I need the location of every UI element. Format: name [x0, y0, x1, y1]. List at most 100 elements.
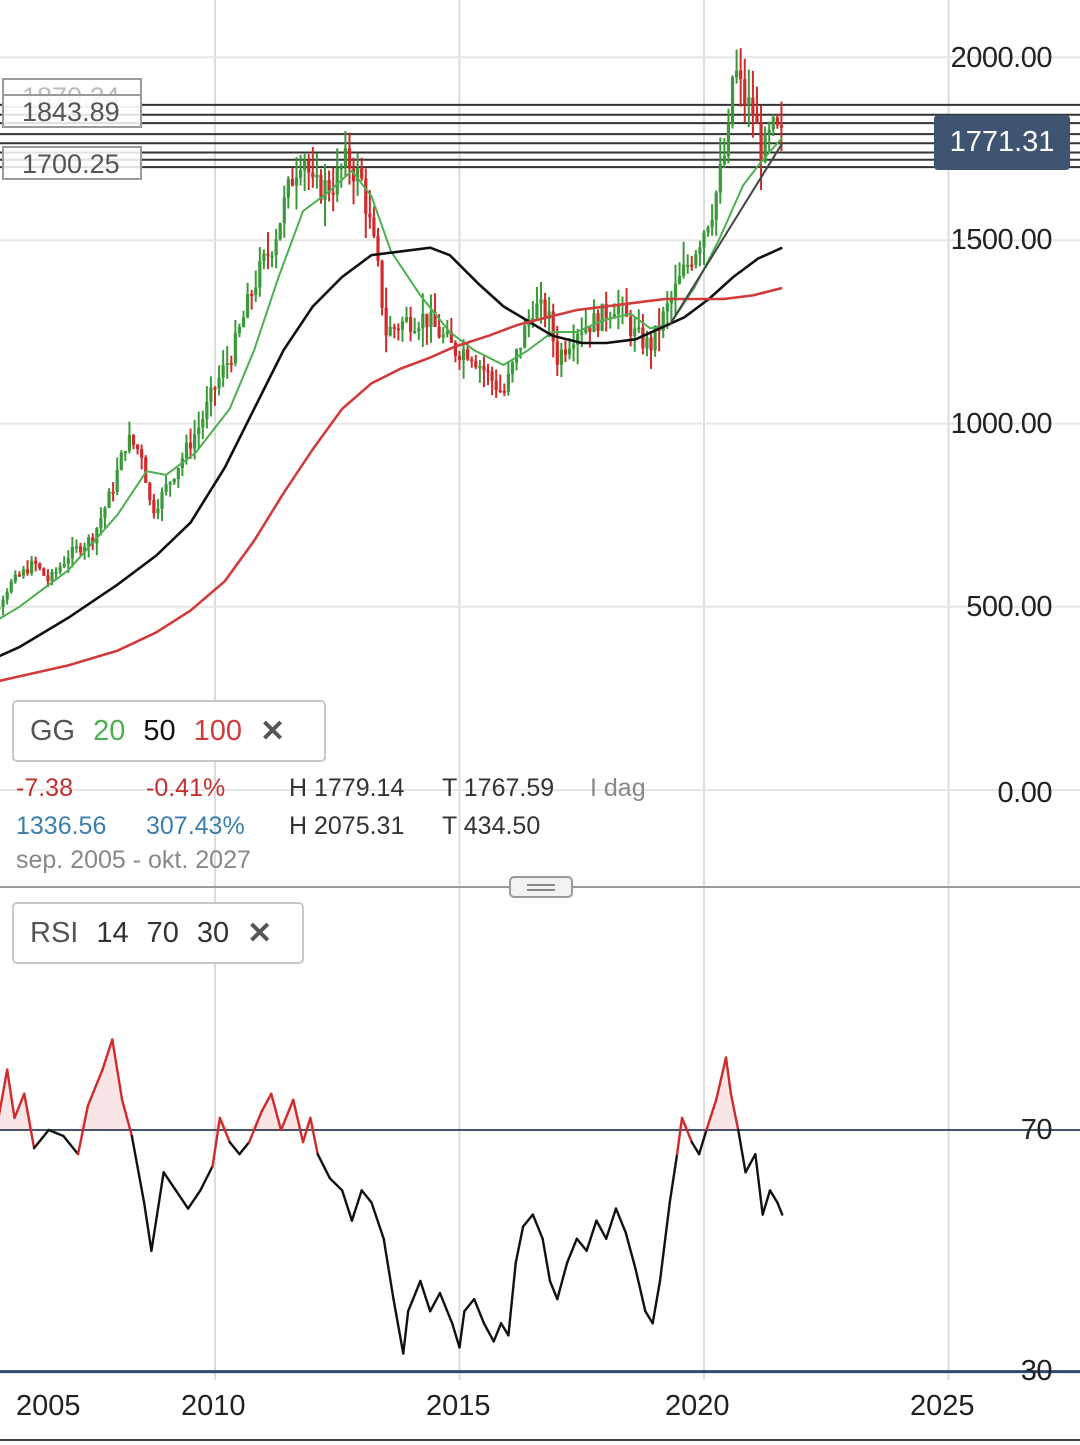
candle-body — [506, 373, 510, 392]
candle-body — [763, 134, 767, 162]
rsi-segment — [697, 1128, 708, 1156]
candle-body — [246, 293, 250, 318]
rsi-segment — [507, 1261, 517, 1337]
rsi-segment — [761, 1189, 772, 1216]
candle-body — [661, 311, 665, 331]
candle-body — [315, 174, 319, 178]
candle-body — [624, 302, 629, 317]
level-label-bottom[interactable]: 1700.25 — [2, 146, 142, 180]
candle-body — [653, 325, 657, 351]
candle-body — [9, 581, 13, 593]
high-day: H 1779.14 — [289, 774, 405, 802]
rsi-segment — [458, 1309, 466, 1349]
rsi-segment — [605, 1207, 618, 1240]
candle-body — [103, 507, 107, 518]
rsi-segment — [585, 1219, 598, 1253]
candle-body — [258, 260, 262, 288]
candle-body — [278, 223, 282, 240]
candle-body — [673, 283, 678, 298]
candle-body — [384, 307, 388, 336]
candle-body — [478, 366, 482, 369]
candle-body — [331, 192, 335, 195]
ma-legend-name: GG — [30, 714, 76, 747]
rsi-legend[interactable]: RSI 14 70 30 ✕ — [12, 902, 304, 964]
rsi-overbought-fill — [0, 1039, 783, 1130]
candle-body — [17, 574, 21, 577]
candle-body — [46, 575, 50, 582]
candle-body — [388, 327, 392, 336]
close-icon[interactable]: ✕ — [247, 916, 273, 950]
rsi-legend-upper: 70 — [146, 916, 179, 949]
pane-resize-handle[interactable] — [509, 876, 573, 898]
rsi-segment — [301, 1116, 312, 1144]
candle-body — [217, 377, 221, 389]
candle-body — [486, 370, 490, 373]
candle-body — [360, 168, 364, 179]
candle-body — [176, 468, 180, 480]
candle-body — [111, 491, 115, 494]
candle-body — [144, 457, 148, 484]
candle-body — [604, 303, 608, 319]
candle-body — [298, 170, 303, 178]
candle-body — [197, 427, 201, 435]
rsi-segment — [624, 1231, 637, 1271]
candle-body — [83, 546, 87, 553]
candle-body — [311, 172, 315, 178]
candle-body — [470, 359, 474, 362]
candle-body — [576, 333, 580, 345]
candle-body — [148, 483, 152, 500]
rsi-segment — [162, 1171, 178, 1192]
candle-body — [510, 362, 515, 374]
candle-body — [535, 303, 539, 319]
current-price-tag: 1771.31 — [934, 115, 1070, 170]
candle-body — [372, 217, 376, 236]
rsi-segment — [392, 1297, 405, 1355]
period-label[interactable]: I dag — [590, 774, 646, 802]
level-label-top[interactable]: 1843.89 — [2, 94, 142, 128]
candle-body — [156, 508, 160, 514]
candle-body — [474, 361, 478, 368]
candle-body — [347, 148, 352, 169]
candle-body — [726, 124, 731, 157]
candle-body — [307, 160, 311, 173]
candle-body — [5, 592, 9, 600]
candle-body — [539, 299, 543, 304]
candle-body — [172, 479, 176, 483]
y-tick-label: 1000.00 — [950, 408, 1053, 440]
rsi-segment — [228, 1140, 241, 1156]
candle-body — [445, 332, 449, 335]
candle-body — [127, 434, 132, 452]
rsi-segment — [715, 1056, 728, 1102]
ma-legend[interactable]: GG 20 50 100 ✕ — [12, 700, 326, 762]
rsi-segment — [651, 1279, 662, 1325]
candle-body — [759, 123, 763, 162]
rsi-segment — [340, 1189, 354, 1222]
candle-body — [294, 177, 299, 186]
candle-body — [551, 311, 555, 342]
candle-body — [209, 387, 213, 402]
candle-body — [677, 275, 682, 284]
candle-body — [99, 517, 103, 529]
rsi-segment — [0, 1068, 9, 1117]
close-icon[interactable]: ✕ — [260, 714, 286, 748]
candle-body — [95, 528, 99, 544]
candle-body — [290, 178, 295, 186]
change-abs: -7.38 — [16, 774, 73, 802]
low-day: T 1767.59 — [442, 774, 555, 802]
rsi-segment — [199, 1165, 214, 1192]
candle-body — [225, 362, 229, 365]
candle-body — [751, 97, 755, 116]
candle-body — [682, 264, 686, 276]
candle-body — [152, 499, 156, 514]
candle-body — [498, 390, 502, 393]
candle-body — [400, 321, 405, 330]
candle-body — [160, 491, 164, 509]
candle-body — [559, 349, 563, 365]
rsi-segment — [86, 1068, 104, 1108]
candle-body — [254, 287, 258, 295]
ma-legend-period-20: 20 — [93, 714, 126, 747]
rsi-segment — [614, 1207, 627, 1234]
candle-body — [78, 546, 83, 553]
candle-body — [633, 328, 637, 336]
